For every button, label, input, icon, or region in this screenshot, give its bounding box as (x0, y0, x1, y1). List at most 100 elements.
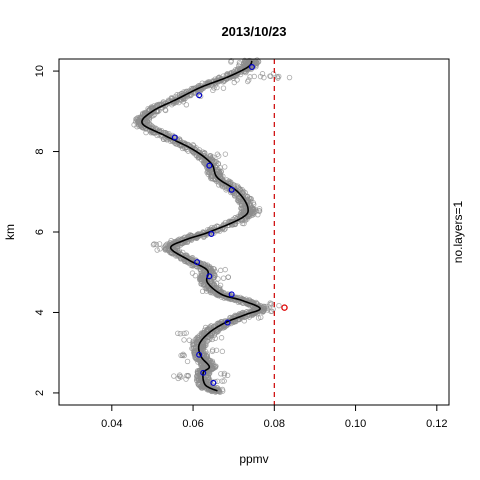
raw-sample-point (220, 85, 227, 91)
raw-sample-point (208, 267, 215, 274)
knot-point (208, 231, 215, 238)
raw-sample-point (195, 377, 201, 383)
raw-sample-point (247, 57, 253, 64)
raw-sample-point (181, 352, 187, 359)
raw-sample-point (190, 143, 197, 149)
raw-sample-point (192, 273, 199, 279)
raw-sample-point (204, 383, 210, 390)
x-axis: 0.04 0.06 0.08 0.10 0.12 (101, 405, 448, 430)
raw-sample-point (210, 154, 216, 160)
raw-sample-point (217, 228, 223, 234)
raw-sample-point (207, 335, 213, 341)
chart-title: 2013/10/23 (221, 24, 286, 39)
raw-sample-point (211, 266, 217, 272)
raw-sample-point (249, 212, 255, 218)
raw-sample-point (185, 373, 191, 379)
raw-sample-point (231, 79, 237, 86)
raw-sample-point (150, 242, 157, 248)
raw-sample-point (195, 375, 202, 381)
raw-sample-point (246, 77, 252, 83)
raw-sample-point (218, 335, 225, 341)
raw-sample-point (228, 58, 234, 64)
raw-sample-point (171, 373, 177, 379)
raw-sample-point (270, 71, 277, 77)
raw-sample-point (218, 371, 224, 377)
knot-point (228, 291, 235, 298)
raw-sample-point (156, 241, 163, 247)
raw-sample-point (134, 124, 140, 130)
raw-sample-point (181, 330, 187, 337)
raw-sample-point (232, 312, 238, 319)
raw-sample-point (211, 85, 217, 91)
knot-point (206, 162, 213, 169)
raw-sample-point (211, 283, 217, 289)
x-tick-label: 0.12 (426, 418, 447, 430)
x-tick-label: 0.08 (264, 418, 285, 430)
y-tick-label: 4 (34, 309, 46, 315)
raw-sample-point (235, 197, 241, 204)
raw-sample-point (221, 370, 228, 377)
y-tick-label: 10 (34, 65, 46, 77)
x-tick-label: 0.10 (345, 418, 366, 430)
raw-sample-point (211, 286, 217, 292)
raw-sample-point (184, 358, 191, 365)
x-tick-label: 0.04 (101, 418, 122, 430)
raw-sample-point (216, 285, 223, 292)
raw-sample-point (212, 378, 218, 385)
raw-sample-point (195, 359, 201, 365)
raw-sample-point (268, 300, 275, 307)
raw-sample-point (276, 302, 282, 309)
raw-sample-point (195, 155, 201, 161)
raw-sample-point (242, 193, 249, 199)
raw-sample-point (212, 335, 218, 341)
raw-sample-point (181, 337, 187, 343)
knot-points (171, 64, 255, 386)
raw-sample-point (216, 182, 222, 188)
raw-sample-point (210, 87, 216, 94)
raw-sample-point (168, 95, 175, 101)
raw-sample-point (209, 224, 215, 231)
knot-point (248, 64, 255, 71)
raw-sample-point (177, 372, 183, 378)
raw-sample-point (180, 351, 186, 358)
raw-sample-point (207, 153, 214, 160)
raw-sample-point (213, 347, 220, 353)
raw-sample-point (234, 77, 240, 83)
raw-sample-point (135, 116, 141, 123)
raw-sample-point (222, 164, 228, 170)
raw-sample-point (190, 338, 196, 345)
knot-point (206, 273, 213, 280)
raw-sample-point (203, 288, 210, 294)
y-axis: 2 4 6 8 10 (34, 65, 59, 396)
raw-sample-point (167, 240, 173, 246)
raw-sample-point (162, 107, 169, 114)
outlier-layer (281, 304, 288, 311)
raw-sample-point (225, 274, 231, 280)
raw-sample-point (199, 273, 205, 279)
raw-sample-point (199, 288, 206, 295)
raw-sample-point (209, 336, 215, 343)
knot-point (196, 351, 203, 358)
raw-sample-point (214, 84, 220, 91)
fit-curve-line (141, 60, 261, 392)
raw-sample-point (245, 78, 251, 85)
raw-sample-point (275, 75, 281, 81)
side-label: no.layers=1 (451, 200, 465, 263)
raw-sample-point (190, 344, 197, 351)
knot-point (224, 319, 231, 326)
raw-sample-point (199, 80, 205, 86)
raw-sample-point (241, 57, 248, 64)
raw-sample-point (221, 372, 228, 378)
raw-sample-point (186, 337, 193, 343)
knot-point (210, 379, 217, 386)
raw-sample-point (256, 208, 263, 214)
knot-point (194, 259, 201, 266)
raw-sample-point (153, 241, 160, 248)
raw-sample-point (206, 287, 212, 293)
raw-sample-point (246, 314, 253, 320)
y-tick-label: 6 (34, 229, 46, 235)
raw-sample-point (190, 142, 196, 148)
x-tick-label: 0.06 (182, 418, 203, 430)
raw-sample-point (154, 247, 160, 253)
knot-point (196, 92, 203, 99)
